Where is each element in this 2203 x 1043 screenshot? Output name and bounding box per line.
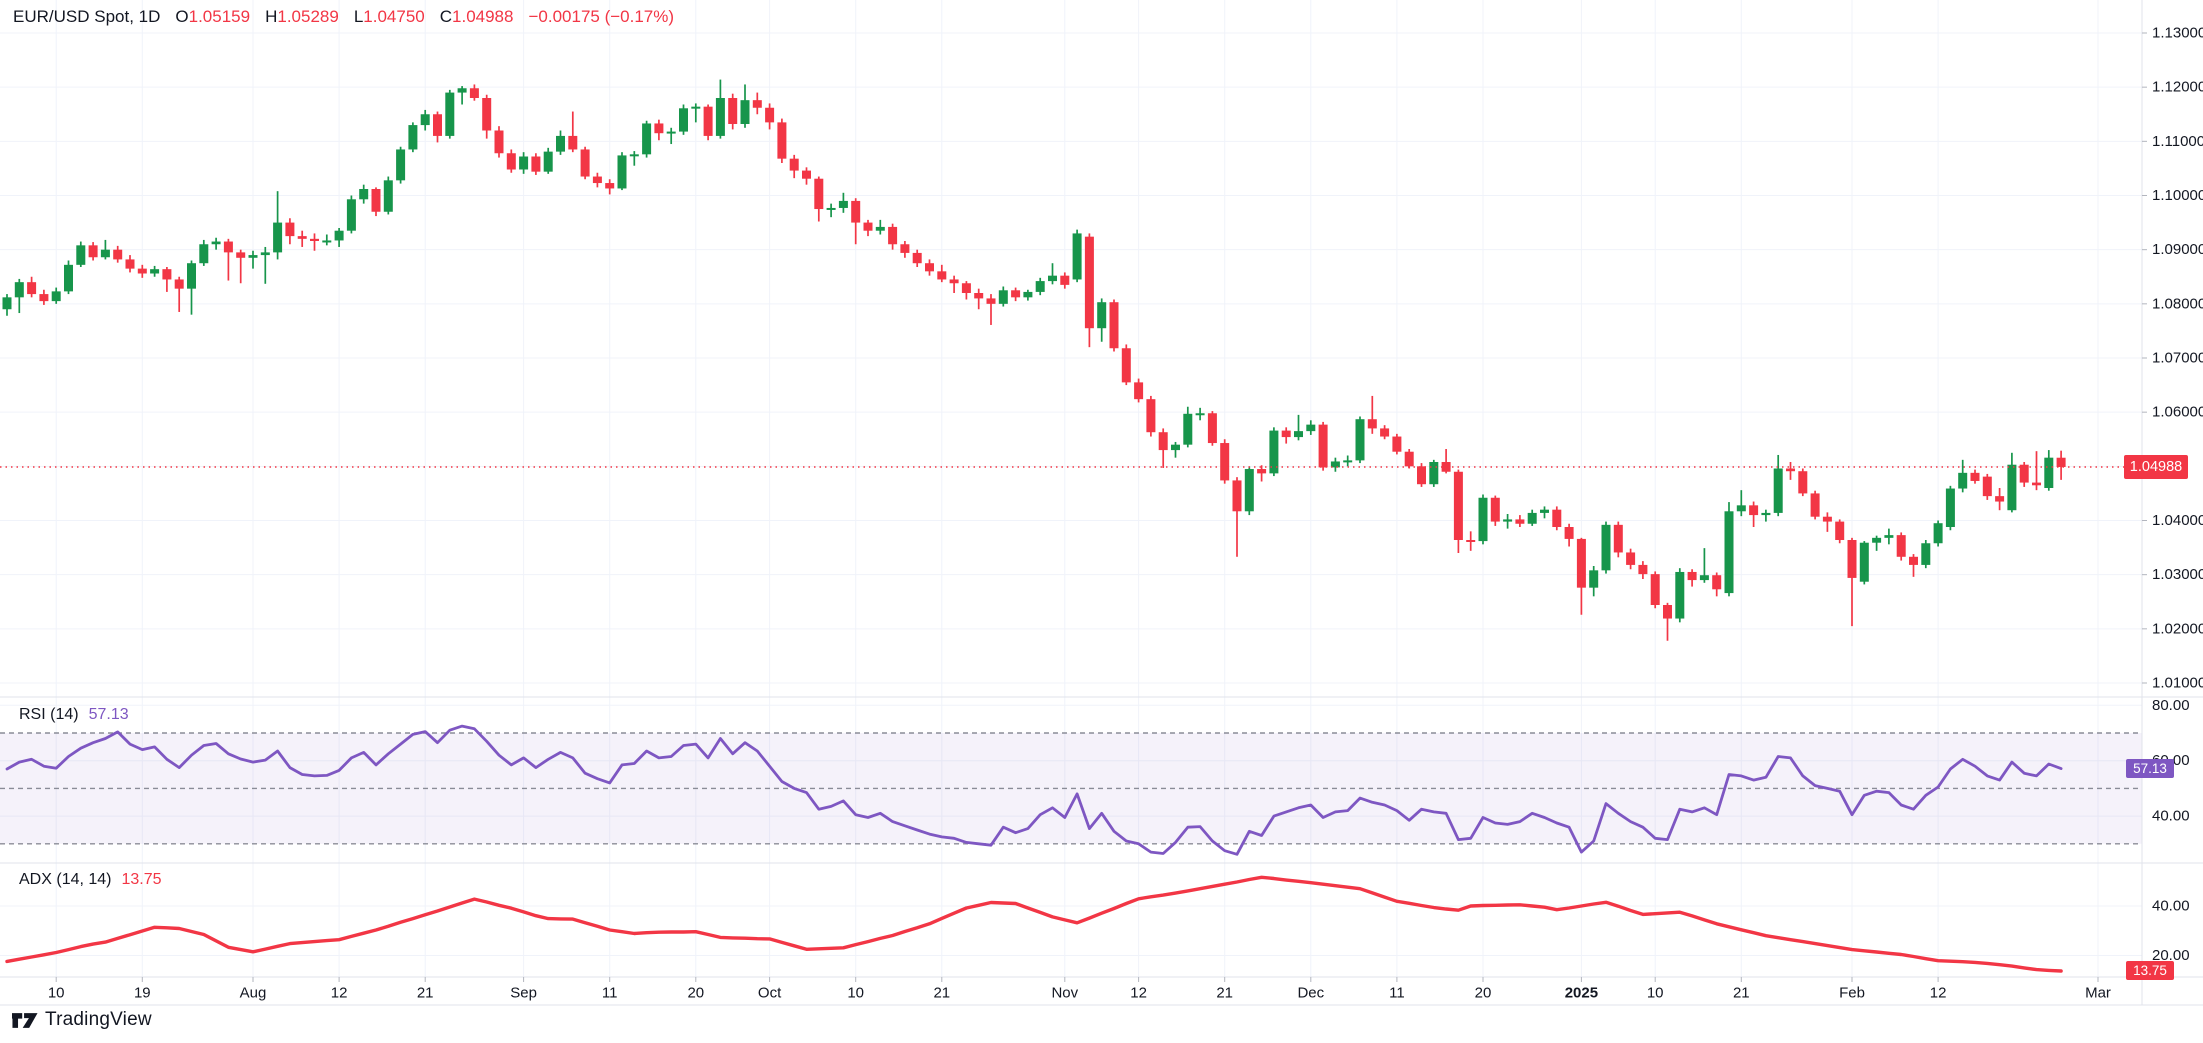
svg-text:21: 21	[1216, 985, 1233, 1002]
svg-text:1.08000: 1.08000	[2152, 295, 2203, 312]
rsi-value-badge: 57.13	[2126, 759, 2174, 779]
symbol-legend[interactable]: EUR/USD Spot, 1D O1.05159 H1.05289 L1.04…	[13, 7, 674, 27]
adx-indicator-legend[interactable]: ADX (14, 14) 13.75	[19, 871, 162, 889]
low-value: L1.04750	[353, 7, 425, 26]
svg-text:1.10000: 1.10000	[2152, 187, 2203, 204]
price-axis[interactable]: 1.13000 1.12000 1.11000 1.10000 1.09000 1.080…	[2142, 25, 2203, 965]
svg-text:Sep: Sep	[510, 985, 537, 1002]
svg-text:10: 10	[1647, 985, 1664, 1002]
adx-line	[5, 875, 2063, 973]
svg-text:20: 20	[1475, 985, 1492, 1002]
svg-text:40.00: 40.00	[2152, 898, 2190, 915]
symbol-title[interactable]: EUR/USD Spot, 1D	[13, 7, 161, 26]
indicator-lines	[0, 466, 2142, 973]
svg-text:10: 10	[847, 985, 864, 1002]
svg-text:1.02000: 1.02000	[2152, 620, 2203, 637]
svg-text:11: 11	[602, 985, 618, 1002]
svg-text:1.13000: 1.13000	[2152, 25, 2203, 42]
svg-text:1.06000: 1.06000	[2152, 404, 2203, 421]
svg-text:2025: 2025	[1565, 985, 1598, 1002]
svg-text:1.03000: 1.03000	[2152, 566, 2203, 583]
close-value: C1.04988	[439, 7, 514, 26]
high-value: H1.05289	[265, 7, 339, 26]
svg-text:12: 12	[1130, 985, 1147, 1002]
rsi-current-value: 57.13	[88, 706, 129, 723]
svg-text:40.00: 40.00	[2152, 808, 2190, 825]
change-value: −0.00175 (−0.17%)	[528, 7, 675, 26]
svg-text:1.11000: 1.11000	[2152, 133, 2203, 150]
adx-value-badge: 13.75	[2126, 961, 2174, 981]
svg-text:21: 21	[417, 985, 434, 1002]
rsi-indicator-legend[interactable]: RSI (14) 57.13	[19, 706, 129, 724]
svg-text:80.00: 80.00	[2152, 697, 2190, 714]
svg-text:Aug: Aug	[240, 985, 267, 1002]
svg-text:1.01000: 1.01000	[2152, 675, 2203, 692]
svg-text:19: 19	[134, 985, 151, 1002]
svg-text:Nov: Nov	[1051, 985, 1078, 1002]
svg-text:Oct: Oct	[758, 985, 782, 1002]
tradingview-logo[interactable]: TradingView	[12, 1009, 152, 1031]
time-axis[interactable]: 10 19 Aug 12 21 Sep 11 20 Oct 10 21 Nov 12 21 Dec 11 20 2…	[48, 977, 2111, 1002]
svg-text:Feb: Feb	[1839, 985, 1865, 1002]
panel-borders	[0, 0, 2203, 1006]
rsi-line	[5, 724, 2063, 856]
svg-text:11: 11	[1389, 985, 1405, 1002]
svg-text:1.04000: 1.04000	[2152, 512, 2203, 529]
tradingview-icon	[12, 1012, 38, 1028]
adx-current-value: 13.75	[121, 871, 162, 888]
current-price-badge: 1.04988	[2124, 454, 2188, 479]
adx-title: ADX (14, 14)	[19, 871, 112, 888]
svg-text:20.00: 20.00	[2152, 947, 2190, 964]
candles-layer	[2, 79, 2066, 641]
svg-text:21: 21	[933, 985, 950, 1002]
svg-text:1.12000: 1.12000	[2152, 79, 2203, 96]
svg-text:1.07000: 1.07000	[2152, 350, 2203, 367]
open-value: O1.05159	[175, 7, 251, 26]
svg-text:12: 12	[331, 985, 348, 1002]
svg-text:12: 12	[1930, 985, 1947, 1002]
brand-name: TradingView	[45, 1009, 152, 1030]
svg-text:Dec: Dec	[1297, 985, 1324, 1002]
svg-text:Mar: Mar	[2085, 985, 2111, 1002]
svg-text:21: 21	[1733, 985, 1750, 1002]
rsi-band	[0, 732, 2142, 845]
svg-text:20: 20	[687, 985, 704, 1002]
svg-text:10: 10	[48, 985, 65, 1002]
svg-text:1.09000: 1.09000	[2152, 241, 2203, 258]
rsi-title: RSI (14)	[19, 706, 79, 723]
